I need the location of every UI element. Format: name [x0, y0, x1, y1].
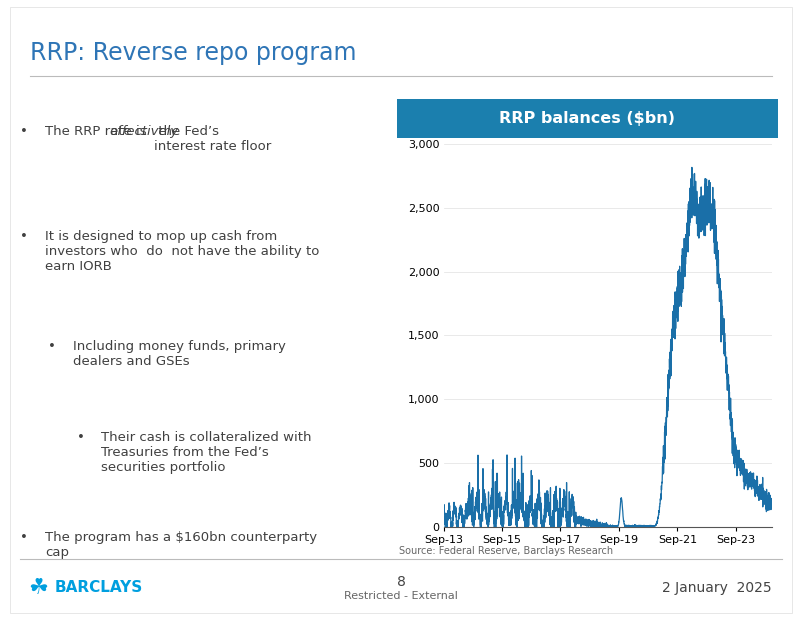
Text: the Fed’s
interest rate floor: the Fed’s interest rate floor — [154, 125, 272, 153]
Text: •: • — [76, 430, 84, 443]
Text: 2 January  2025: 2 January 2025 — [662, 581, 772, 595]
Text: Source: Federal Reserve, Barclays Research: Source: Federal Reserve, Barclays Resear… — [399, 546, 613, 556]
Text: RRP: Reverse repo program: RRP: Reverse repo program — [30, 41, 357, 65]
Text: It is designed to mop up cash from
investors who  do  not have the ability to
ea: It is designed to mop up cash from inves… — [45, 230, 319, 273]
Text: •: • — [20, 125, 28, 138]
Text: •: • — [20, 531, 28, 544]
Text: BARCLAYS: BARCLAYS — [55, 580, 143, 595]
Text: ☘: ☘ — [29, 578, 48, 598]
Text: •: • — [48, 340, 56, 353]
Text: Restricted - External: Restricted - External — [344, 591, 458, 601]
Text: The program has a $160bn counterparty
cap: The program has a $160bn counterparty ca… — [45, 531, 317, 559]
Text: 8: 8 — [396, 575, 406, 588]
Text: The RRP rate is: The RRP rate is — [45, 125, 151, 138]
Text: RRP balances ($bn): RRP balances ($bn) — [500, 111, 675, 126]
Text: •: • — [20, 230, 28, 243]
Text: effectively: effectively — [110, 125, 179, 138]
Text: Including money funds, primary
dealers and GSEs: Including money funds, primary dealers a… — [73, 340, 286, 368]
Text: Their cash is collateralized with
Treasuries from the Fed’s
securities portfolio: Their cash is collateralized with Treasu… — [101, 430, 312, 474]
